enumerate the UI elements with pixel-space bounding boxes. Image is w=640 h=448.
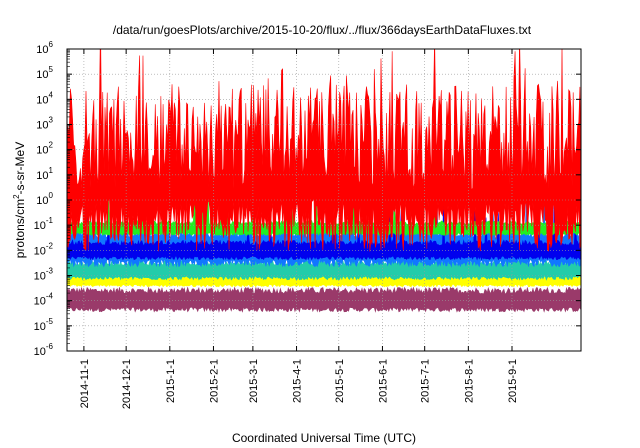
x-tick-label: 2015-3-1 [248,359,260,403]
y-tick-label: 10-3 [34,267,54,283]
x-tick-label: 2015-1-1 [165,359,177,403]
series-layer [67,49,581,313]
series-band-4 [67,195,581,261]
x-tick-label: 2014-12-1 [121,359,133,409]
y-tick-label: 10-2 [34,241,54,257]
chart-title: /data/run/goesPlots/archive/2015-10-20/f… [113,23,532,37]
y-tick-label: 10-6 [34,342,54,358]
y-tick-label: 10-1 [34,216,54,232]
y-tick-label: 100 [36,191,53,207]
x-axis-label: Coordinated Universal Time (UTC) [232,431,416,445]
y-tick-label: 103 [36,116,53,132]
y-axis-label: protons/cm2-s-sr-MeV [12,142,27,258]
y-tick-label: 105 [36,65,53,81]
y-tick-label: 106 [36,40,53,56]
x-tick-label: 2015-4-1 [292,359,304,403]
series-band-2 [67,259,581,281]
series-band-0 [67,286,581,313]
x-tick-label: 2015-6-1 [377,359,389,403]
y-tick-label: 102 [36,141,53,157]
x-tick-label: 2015-5-1 [334,359,346,403]
grid-layer [67,49,581,351]
y-axis: 10-6 10-5 10-4 10-3 10-2 10-1 100 101 102 103 104 1… [34,40,581,358]
y-tick-label: 104 [36,90,53,106]
y-tick-label: 10-4 [34,292,54,308]
series-band-6 [67,49,581,252]
x-tick-label: 2015-9-1 [507,359,519,403]
x-tick-label: 2015-7-1 [420,359,432,403]
x-tick-label: 2015-2-1 [208,359,220,403]
x-tick-label: 2015-8-1 [463,359,475,403]
y-tick-label: 101 [36,166,53,182]
x-tick-label: 2014-11-1 [79,359,91,408]
x-axis: 2014-11-1 2014-12-1 2015-1-1 2015-2-1 2015-3… [79,49,519,409]
y-tick-label: 10-5 [34,317,54,333]
